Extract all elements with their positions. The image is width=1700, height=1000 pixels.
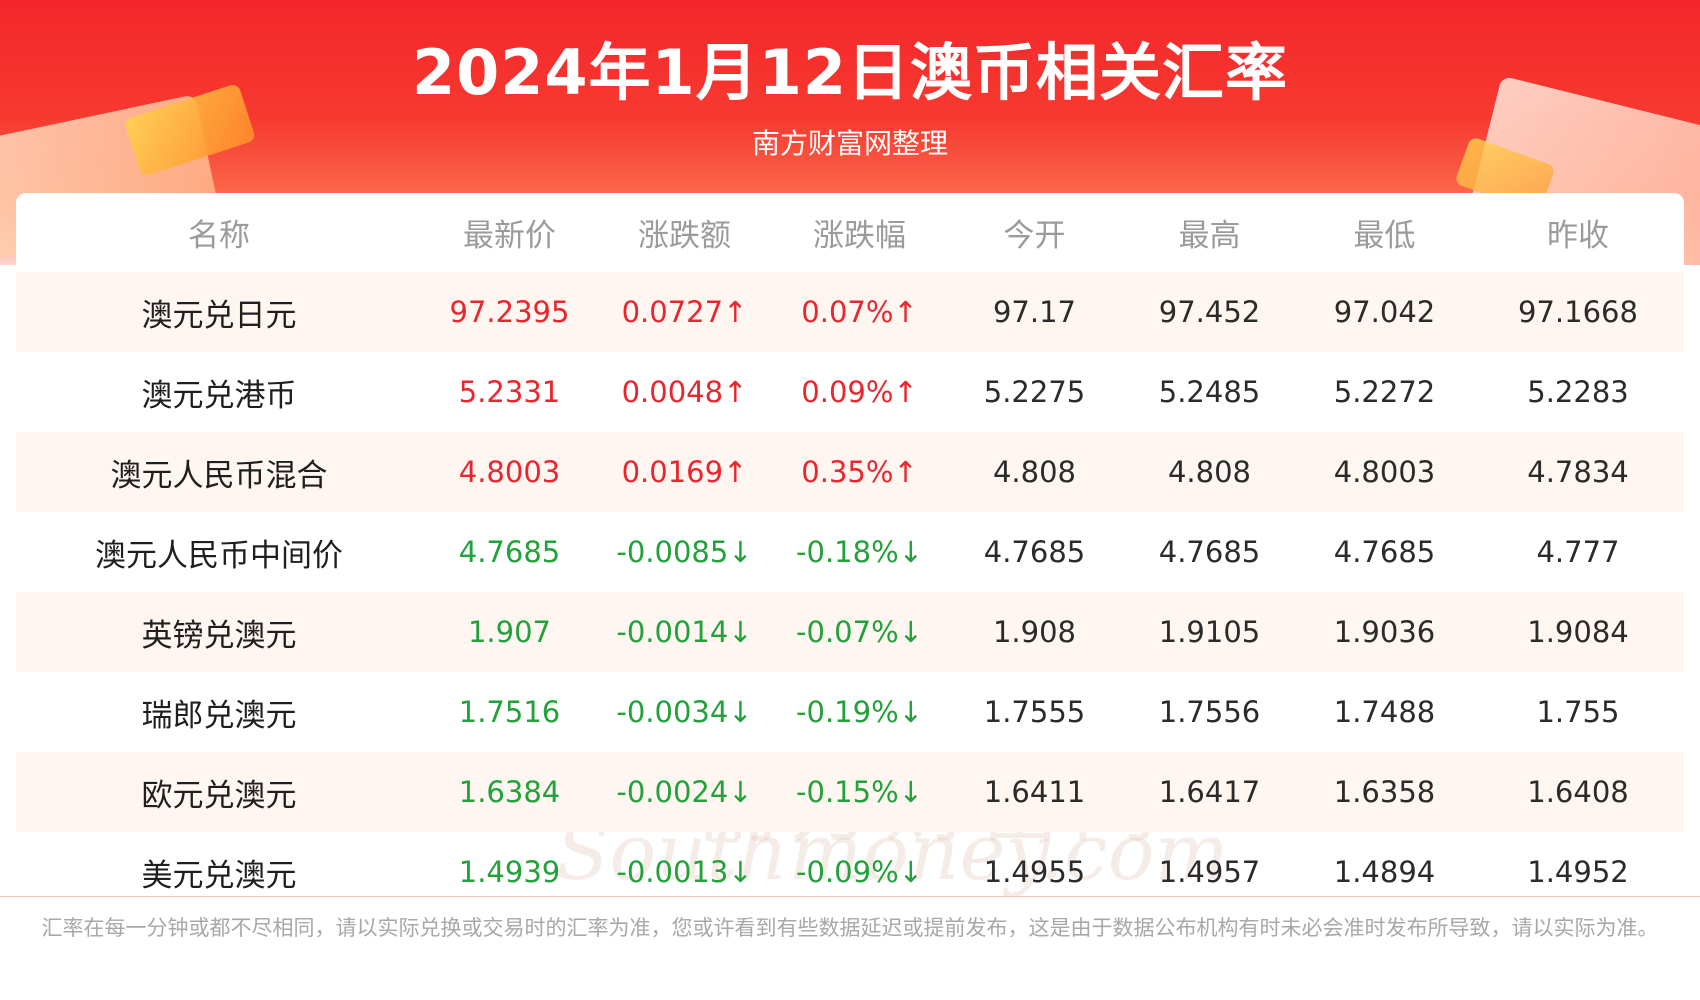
row-name: 澳元兑港币 xyxy=(141,377,297,414)
row-latest: 1.4939 xyxy=(458,855,561,889)
row-pct: 0.09%↑ xyxy=(801,375,918,409)
table-row: 美元兑澳元 1.4939 -0.0013↓ -0.09%↓ 1.4955 1.4… xyxy=(16,832,1684,912)
column-header-high: 最高 xyxy=(1178,218,1241,254)
row-low: 1.6358 xyxy=(1297,752,1472,832)
row-open: 1.7555 xyxy=(983,695,1086,729)
column-header-pct: 涨跌幅 xyxy=(813,218,906,254)
column-header-prev: 昨收 xyxy=(1547,218,1609,254)
row-low: 1.9036 xyxy=(1297,592,1472,672)
row-open: 5.2275 xyxy=(983,375,1086,409)
row-name: 澳元兑日元 xyxy=(16,272,422,352)
row-high: 1.4957 xyxy=(1158,855,1261,889)
row-pct: 0.07%↑ xyxy=(772,272,947,352)
row-high: 4.808 xyxy=(1122,432,1297,512)
row-low: 1.4894 xyxy=(1333,855,1436,889)
row-name: 澳元人民币混合 xyxy=(16,432,422,512)
row-open: 1.908 xyxy=(947,592,1122,672)
disclaimer-footer: 汇率在每一分钟或都不尽相同，请以实际兑换或交易时的汇率为准，您或许看到有些数据延… xyxy=(0,896,1700,942)
row-change: -0.0014↓ xyxy=(597,592,772,672)
row-change: -0.0013↓ xyxy=(616,855,753,889)
table-row: 英镑兑澳元 1.907 -0.0014↓ -0.07%↓ 1.908 1.910… xyxy=(16,592,1684,672)
row-low: 97.042 xyxy=(1297,272,1472,352)
row-latest: 5.2331 xyxy=(458,375,561,409)
row-name: 瑞郎兑澳元 xyxy=(141,697,297,734)
row-change: -0.0024↓ xyxy=(597,752,772,832)
row-name: 欧元兑澳元 xyxy=(16,752,422,832)
row-prev: 4.777 xyxy=(1536,535,1620,569)
row-open: 97.17 xyxy=(947,272,1122,352)
row-change: 0.0048↑ xyxy=(621,375,748,409)
column-header-name: 名称 xyxy=(188,218,250,254)
rates-card: 南方财富网 Southmoney.com 名称 最新价 涨跌额 涨跌幅 今开 最… xyxy=(16,193,1684,898)
row-change: 0.0727↑ xyxy=(597,272,772,352)
row-latest: 97.2395 xyxy=(422,272,597,352)
table-row: 澳元人民币中间价 4.7685 -0.0085↓ -0.18%↓ 4.7685 … xyxy=(16,512,1684,592)
row-low: 1.7488 xyxy=(1333,695,1436,729)
row-low: 4.7685 xyxy=(1333,535,1436,569)
row-high: 1.6417 xyxy=(1122,752,1297,832)
column-header-change: 涨跌额 xyxy=(638,218,731,254)
table-row: 欧元兑澳元 1.6384 -0.0024↓ -0.15%↓ 1.6411 1.6… xyxy=(16,752,1684,832)
column-header-latest: 最新价 xyxy=(463,218,556,254)
row-high: 1.7556 xyxy=(1158,695,1261,729)
row-prev: 1.6408 xyxy=(1472,752,1684,832)
row-open: 4.7685 xyxy=(983,535,1086,569)
column-header-open: 今开 xyxy=(1003,218,1066,254)
row-latest: 1.6384 xyxy=(422,752,597,832)
row-latest: 4.8003 xyxy=(422,432,597,512)
disclaimer-text: 汇率在每一分钟或都不尽相同，请以实际兑换或交易时的汇率为准，您或许看到有些数据延… xyxy=(41,916,1659,940)
table-row: 瑞郎兑澳元 1.7516 -0.0034↓ -0.19%↓ 1.7555 1.7… xyxy=(16,672,1684,752)
row-open: 1.6411 xyxy=(947,752,1122,832)
page-subtitle: 南方财富网整理 xyxy=(751,127,948,160)
row-name: 英镑兑澳元 xyxy=(16,592,422,672)
row-pct: -0.09%↓ xyxy=(796,855,923,889)
row-latest: 1.7516 xyxy=(458,695,561,729)
row-pct: -0.18%↓ xyxy=(796,535,923,569)
row-prev: 1.755 xyxy=(1536,695,1620,729)
row-pct: -0.19%↓ xyxy=(796,695,923,729)
row-prev: 4.7834 xyxy=(1472,432,1684,512)
row-prev: 1.4952 xyxy=(1527,855,1629,889)
table-row: 澳元兑日元 97.2395 0.0727↑ 0.07%↑ 97.17 97.45… xyxy=(16,272,1684,352)
rates-table: 名称 最新价 涨跌额 涨跌幅 今开 最高 最低 昨收 澳元兑日元 97.2395… xyxy=(16,193,1684,912)
row-prev: 5.2283 xyxy=(1527,375,1629,409)
row-high: 97.452 xyxy=(1122,272,1297,352)
row-low: 5.2272 xyxy=(1333,375,1436,409)
row-name: 美元兑澳元 xyxy=(141,857,297,894)
row-open: 4.808 xyxy=(947,432,1122,512)
row-change: 0.0169↑ xyxy=(597,432,772,512)
row-high: 1.9105 xyxy=(1122,592,1297,672)
table-row: 澳元人民币混合 4.8003 0.0169↑ 0.35%↑ 4.808 4.80… xyxy=(16,432,1684,512)
row-pct: 0.35%↑ xyxy=(772,432,947,512)
row-high: 5.2485 xyxy=(1158,375,1261,409)
row-low: 4.8003 xyxy=(1297,432,1472,512)
row-change: -0.0034↓ xyxy=(616,695,753,729)
page-title: 2024年1月12日澳币相关汇率 xyxy=(412,36,1288,109)
row-prev: 97.1668 xyxy=(1472,272,1684,352)
row-change: -0.0085↓ xyxy=(616,535,753,569)
row-latest: 4.7685 xyxy=(458,535,561,569)
row-name: 澳元人民币中间价 xyxy=(95,537,343,574)
row-pct: -0.15%↓ xyxy=(772,752,947,832)
row-high: 4.7685 xyxy=(1158,535,1261,569)
row-pct: -0.07%↓ xyxy=(772,592,947,672)
table-header-row: 名称 最新价 涨跌额 涨跌幅 今开 最高 最低 昨收 xyxy=(16,193,1684,272)
table-row: 澳元兑港币 5.2331 0.0048↑ 0.09%↑ 5.2275 5.248… xyxy=(16,352,1684,432)
row-open: 1.4955 xyxy=(983,855,1086,889)
row-prev: 1.9084 xyxy=(1472,592,1684,672)
column-header-low: 最低 xyxy=(1353,218,1416,254)
row-latest: 1.907 xyxy=(422,592,597,672)
